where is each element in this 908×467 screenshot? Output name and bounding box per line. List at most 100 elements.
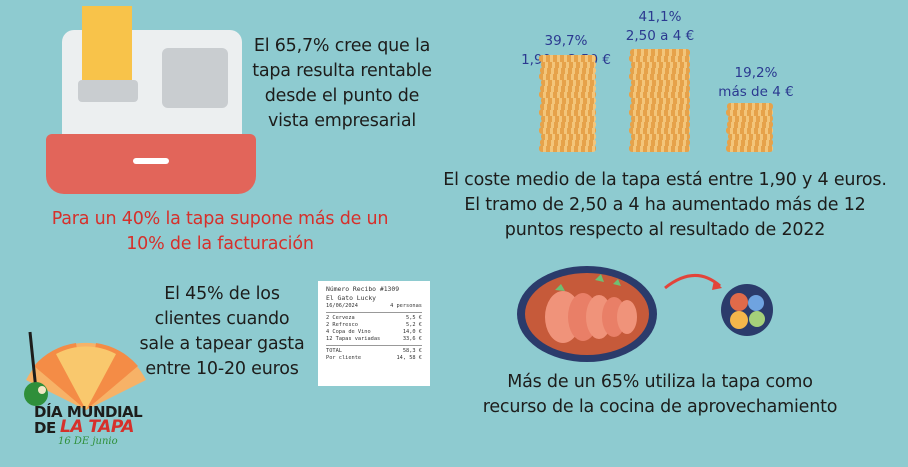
coin-stack-2 <box>629 47 690 152</box>
drawer-handle-shape <box>133 158 169 164</box>
register-slot-shape <box>78 80 138 102</box>
coin <box>541 97 596 104</box>
coin <box>631 133 690 140</box>
coin <box>629 73 690 80</box>
stack-3-label: 19,2% más de 4 € <box>712 64 800 102</box>
bowl-food-shape <box>730 293 748 311</box>
receipt-item-label: 2 Cerveza <box>326 315 355 321</box>
spend-caption-line: El 45% de los <box>164 284 280 304</box>
stack-2-label: 41,1% 2,50 a 4 € <box>612 8 708 46</box>
coin <box>539 127 596 134</box>
coin <box>539 145 596 152</box>
fan-icon <box>24 331 146 410</box>
coin <box>630 49 690 56</box>
receipt-per-label: Por cliente <box>326 355 362 361</box>
coin <box>726 109 773 116</box>
coin <box>539 91 596 98</box>
spend-caption-line: clientes cuando <box>154 309 290 329</box>
receipt-total-label: TOTAL <box>326 348 342 354</box>
coin <box>629 55 690 62</box>
coin-stack-3 <box>726 103 773 152</box>
stack-range: más de 4 € <box>718 84 794 100</box>
coin <box>630 103 690 110</box>
register-caption-line: desde el punto de <box>264 86 420 106</box>
coin <box>539 109 596 116</box>
receipt-item-label: 2 Refresco <box>326 322 358 328</box>
receipt-divider <box>326 312 422 313</box>
receipt-item-price: 33,6 € <box>402 336 422 342</box>
coin <box>630 85 690 92</box>
revenue-caption-line: Para un 40% la tapa supone más de un <box>51 209 389 229</box>
cash-register-icon <box>0 0 270 200</box>
coin <box>728 115 773 122</box>
receipt-item-label: 12 Tapas variadas <box>326 336 381 342</box>
register-caption-line: El 65,7% cree que la <box>253 36 431 56</box>
coin <box>727 121 773 128</box>
coin <box>541 133 596 140</box>
kitchen-caption-line: Más de un 65% utiliza la tapa como <box>507 372 813 392</box>
spend-caption: El 45% de los clientes cuando sale a tap… <box>132 282 312 382</box>
coin <box>631 79 690 86</box>
receipt: Número Recibo #1309 El Gato Lucky 16/06/… <box>318 281 430 386</box>
revenue-caption: Para un 40% la tapa supone más de un 10%… <box>40 207 400 257</box>
receipt-total: 58,3 € <box>402 348 422 354</box>
coin <box>629 109 690 116</box>
receipt-item-price: 14,0 € <box>402 329 422 335</box>
arrow-icon <box>664 274 721 290</box>
kitchen-caption: Más de un 65% utiliza la tapa como recur… <box>470 370 850 420</box>
receipt-shop: El Gato Lucky <box>326 294 377 302</box>
coin <box>629 91 690 98</box>
coin <box>629 127 690 134</box>
receipt-date: 16/06/2024 <box>326 303 358 309</box>
register-drawer-shape <box>46 134 256 194</box>
coin <box>540 139 596 146</box>
meat-slice-shape <box>617 300 637 334</box>
stack-range: 2,50 a 4 € <box>625 28 695 44</box>
coins-caption-line: puntos respecto al resultado de 2022 <box>504 220 826 240</box>
coin <box>541 61 596 68</box>
bowl-food-shape <box>749 311 765 327</box>
coin <box>629 145 690 152</box>
receipt-item-label: 4 Copa de Vino <box>326 329 371 335</box>
receipt-item: 2 Refresco 5,2 € <box>326 322 422 329</box>
arrow-head-icon <box>712 280 722 290</box>
receipt-paper-front-shape <box>82 6 132 82</box>
spend-caption-line: sale a tapear gasta <box>139 334 305 354</box>
coins-caption-line: El tramo de 2,50 a 4 ha aumentado más de… <box>464 195 866 215</box>
receipt-item-price: 5,2 € <box>406 322 422 328</box>
coin <box>630 121 690 128</box>
register-caption-line: tapa resulta rentable <box>252 61 432 81</box>
coin <box>540 121 596 128</box>
receipt-item: 12 Tapas variadas 33,6 € <box>326 336 422 343</box>
coin <box>540 85 596 92</box>
coin <box>726 145 773 152</box>
register-keypad-shape <box>162 48 228 108</box>
receipt-people: 4 personas <box>390 303 422 309</box>
coin <box>631 115 690 122</box>
coin <box>728 133 773 140</box>
stack-percent: 41,1% <box>638 9 682 25</box>
bowl-food-shape <box>730 311 748 329</box>
herb-garnish-shape <box>555 274 621 291</box>
coin <box>540 103 596 110</box>
coin <box>539 73 596 80</box>
coin <box>631 97 690 104</box>
kitchen-caption-line: recurso de la cocina de aprovechamiento <box>482 397 838 417</box>
coin <box>630 139 690 146</box>
logo-title-latapa: LA TAPA <box>60 417 134 437</box>
receipt-item-price: 5,5 € <box>406 315 422 321</box>
coin <box>631 61 690 68</box>
coin <box>541 115 596 122</box>
coin <box>540 67 596 74</box>
coins-caption-line: El coste medio de la tapa está entre 1,9… <box>443 170 887 190</box>
receipt-title: Número Recibo #1309 <box>326 285 400 293</box>
bowl-food-shape <box>748 295 764 311</box>
coin <box>727 139 773 146</box>
dia-mundial-tapa-logo: DÍA MUNDIAL DE LA TAPA 16 DE junio <box>14 330 154 460</box>
coin <box>726 127 773 134</box>
food-illustration <box>517 266 773 362</box>
coin <box>539 55 596 62</box>
bowl-icon <box>721 284 773 336</box>
register-caption-line: vista empresarial <box>267 111 417 131</box>
logo-title-de: DE <box>34 419 56 437</box>
